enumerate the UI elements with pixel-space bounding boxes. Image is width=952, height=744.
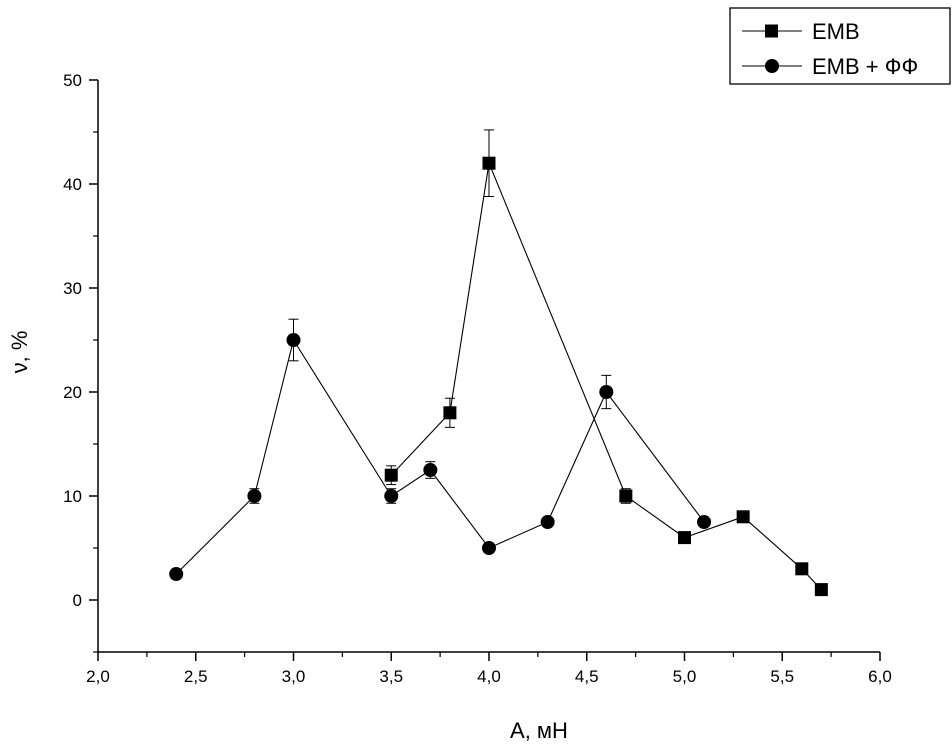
data-point-square	[619, 489, 633, 503]
series-line-emb	[390, 161, 822, 590]
x-tick-label: 6,0	[868, 667, 892, 686]
data-point-circle	[599, 385, 614, 399]
x-tick-label: 5,5	[770, 667, 794, 686]
data-point-square	[678, 531, 691, 545]
x-tick-label: 3,5	[379, 667, 403, 686]
legend-item-emb-ff: EMB + ФФ	[742, 54, 918, 79]
legend-marker-circle	[765, 59, 779, 73]
data-point-square	[384, 468, 398, 482]
data-point-square	[443, 406, 457, 420]
x-tick-label: 3,0	[282, 667, 306, 686]
data-point-square	[482, 156, 496, 170]
y-tick-label: 50	[63, 71, 82, 90]
data-point-circle	[169, 567, 184, 581]
x-tick-label: 2,5	[184, 667, 208, 686]
data-point-circle	[247, 489, 262, 503]
x-tick-label: 5,0	[673, 667, 697, 686]
x-axis-title: A, мН	[510, 718, 568, 743]
y-tick-label: 0	[73, 591, 82, 610]
legend-item-emb: EMB	[742, 19, 860, 44]
data-point-circle	[384, 489, 399, 503]
x-tick-label: 4,0	[477, 667, 501, 686]
x-ticks: 2,0 2,5 3,0 3,5 4,0 4,5 5,0 5,5 6,0	[86, 652, 892, 686]
y-tick-label: 30	[63, 279, 82, 298]
data-point-circle	[423, 463, 438, 477]
legend: EMB EMB + ФФ	[729, 7, 951, 85]
y-tick-label: 40	[63, 175, 82, 194]
y-axis-title: ν, %	[7, 331, 32, 374]
data-point-square	[795, 562, 809, 576]
series-emb	[384, 129, 828, 597]
data-point-square	[736, 510, 750, 524]
y-ticks: 0 10 20 30 40 50	[63, 71, 98, 653]
plot-area	[169, 129, 828, 597]
data-point-circle	[697, 515, 712, 529]
legend-marker-square	[765, 24, 778, 38]
legend-label-emb-ff: EMB + ФФ	[812, 54, 918, 79]
y-tick-label: 10	[63, 487, 82, 506]
x-tick-label: 4,5	[575, 667, 599, 686]
data-point-circle	[482, 541, 496, 555]
series-emb-ff	[169, 318, 712, 581]
data-point-circle	[286, 333, 301, 347]
x-tick-label: 2,0	[86, 667, 110, 686]
data-point-circle	[540, 515, 555, 529]
data-point-square	[814, 583, 828, 597]
legend-label-emb: EMB	[812, 19, 860, 44]
y-tick-label: 20	[63, 383, 82, 402]
legend-box	[729, 7, 951, 85]
